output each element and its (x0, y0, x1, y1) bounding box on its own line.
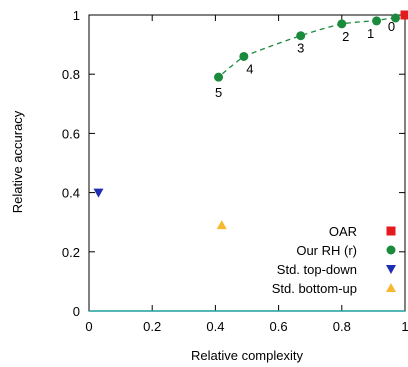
x-axis-label: Relative complexity (191, 348, 303, 363)
y-tick-label: 0.4 (62, 186, 80, 201)
point-label: 0 (388, 19, 395, 34)
data-point (391, 13, 401, 23)
legend-marker (386, 283, 396, 292)
x-tick-label: 0.2 (143, 319, 161, 334)
series-layer: 01 2 3 4 5 (89, 10, 408, 312)
data-point (239, 51, 249, 61)
point-label: 2 (342, 29, 349, 44)
x-tick-label: 1 (401, 319, 408, 334)
y-tick-label: 0.2 (62, 245, 80, 260)
data-point (296, 31, 306, 41)
y-axis-label: Relative accuracy (10, 110, 25, 213)
y-tick-label: 1 (73, 8, 80, 23)
series-square (400, 10, 408, 20)
x-tick-label: 0.6 (270, 319, 288, 334)
y-tick-label: 0 (73, 304, 80, 319)
legend-marker (386, 226, 396, 236)
x-tick-label: 0 (85, 319, 92, 334)
data-point (400, 10, 408, 20)
series-triangle-down (93, 188, 104, 198)
legend-label: Std. top-down (277, 262, 357, 277)
series-triangle-up (216, 220, 227, 230)
data-point (372, 16, 382, 26)
data-point (337, 19, 347, 29)
tick-labels: 0 0.2 0.4 0.6 0.8 100.20.40.60.81 (62, 8, 408, 334)
y-tick-label: 0.6 (62, 126, 80, 141)
data-point (93, 188, 104, 198)
legend-marker (386, 245, 396, 255)
point-label: 4 (246, 61, 253, 76)
series-circle: 01 2 3 4 5 (214, 13, 401, 100)
point-label: 1 (367, 26, 374, 41)
legend-label: Std. bottom-up (272, 281, 357, 296)
y-tick-label: 0.8 (62, 67, 80, 82)
legend-label: Our RH (r) (296, 243, 357, 258)
legend-marker (386, 265, 396, 274)
point-label: 5 (215, 85, 222, 100)
trend-line (218, 17, 396, 78)
x-tick-label: 0.8 (333, 319, 351, 334)
data-point (214, 72, 224, 82)
legend-label: OAR (329, 224, 357, 239)
point-label: 3 (297, 41, 304, 56)
x-tick-label: 0.4 (206, 319, 224, 334)
legend: OAR Our RH (r) Std. top-down Std. bottom-up (272, 224, 396, 296)
data-point (216, 220, 227, 230)
